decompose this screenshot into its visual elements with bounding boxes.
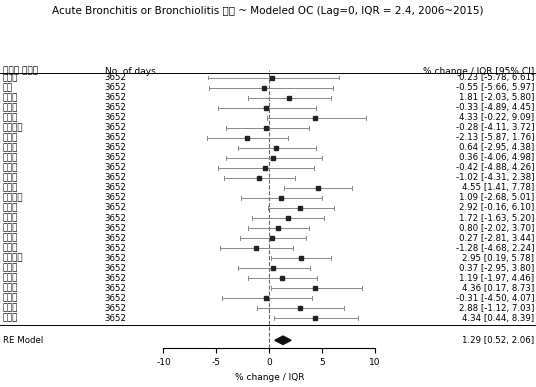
- Text: -1.28 [-4.68, 2.24]: -1.28 [-4.68, 2.24]: [456, 243, 534, 253]
- Text: 2.88 [-1.12, 7.03]: 2.88 [-1.12, 7.03]: [459, 304, 534, 313]
- Text: 1.29 [0.52, 2.06]: 1.29 [0.52, 2.06]: [462, 336, 534, 345]
- Text: 3652: 3652: [105, 204, 126, 212]
- Text: 4.33 [-0.22, 9.09]: 4.33 [-0.22, 9.09]: [459, 113, 534, 122]
- Text: 3652: 3652: [105, 173, 126, 182]
- Text: 3652: 3652: [105, 163, 126, 172]
- Text: 4.36 [0.17, 8.73]: 4.36 [0.17, 8.73]: [462, 284, 534, 293]
- Text: 4.55 [1.41, 7.78]: 4.55 [1.41, 7.78]: [462, 183, 534, 192]
- Text: -0.55 [-5.66, 5.97]: -0.55 [-5.66, 5.97]: [456, 83, 534, 92]
- Polygon shape: [275, 336, 291, 344]
- Text: 노원구: 노원구: [3, 173, 18, 182]
- Text: -0.42 [-4.88, 4.26]: -0.42 [-4.88, 4.26]: [456, 163, 534, 172]
- Text: 1.09 [-2.68, 5.01]: 1.09 [-2.68, 5.01]: [459, 194, 534, 202]
- Text: 0.23 [-5.78, 6.61]: 0.23 [-5.78, 6.61]: [459, 73, 534, 82]
- Text: 동작구: 동작구: [3, 264, 18, 272]
- Text: 3652: 3652: [105, 183, 126, 192]
- Text: 3652: 3652: [105, 93, 126, 102]
- Text: -1.02 [-4.31, 2.38]: -1.02 [-4.31, 2.38]: [456, 173, 534, 182]
- Text: -0.33 [-4.89, 4.45]: -0.33 [-4.89, 4.45]: [456, 103, 534, 112]
- Text: 3652: 3652: [105, 143, 126, 152]
- Text: 0.64 [-2.95, 4.38]: 0.64 [-2.95, 4.38]: [459, 143, 534, 152]
- Text: 은평구: 은평구: [3, 183, 18, 192]
- Text: 성북구: 성북구: [3, 143, 18, 152]
- Text: 3652: 3652: [105, 214, 126, 223]
- Text: 관악구: 관악구: [3, 274, 18, 283]
- Text: 2.95 [0.19, 5.78]: 2.95 [0.19, 5.78]: [463, 253, 534, 263]
- Text: RE Model: RE Model: [3, 336, 43, 345]
- Text: 동대문구: 동대문구: [3, 123, 23, 132]
- Text: 3652: 3652: [105, 194, 126, 202]
- Text: 서대문구: 서대문구: [3, 194, 23, 202]
- Text: 영등포구: 영등포구: [3, 253, 23, 263]
- Text: 광진구: 광진구: [3, 113, 18, 122]
- Text: 2.92 [-0.16, 6.10]: 2.92 [-0.16, 6.10]: [459, 204, 534, 212]
- Text: 송파구: 송파구: [3, 304, 18, 313]
- Text: -0.31 [-4.50, 4.07]: -0.31 [-4.50, 4.07]: [456, 294, 534, 303]
- Text: 3652: 3652: [105, 224, 126, 233]
- Text: 3652: 3652: [105, 133, 126, 142]
- Text: 1.19 [-1.97, 4.46]: 1.19 [-1.97, 4.46]: [459, 274, 534, 283]
- Text: 1.72 [-1.63, 5.20]: 1.72 [-1.63, 5.20]: [459, 214, 534, 223]
- Text: 0.36 [-4.06, 4.98]: 0.36 [-4.06, 4.98]: [459, 153, 534, 163]
- Text: 구로구: 구로구: [3, 233, 18, 243]
- Text: 마포구: 마포구: [3, 204, 18, 212]
- Text: 도봉구: 도봉구: [3, 163, 18, 172]
- Text: 종로구: 종로구: [3, 73, 18, 82]
- Text: % change / IQR [95% CI]: % change / IQR [95% CI]: [423, 67, 534, 76]
- Text: 성동구: 성동구: [3, 103, 18, 112]
- Text: 3652: 3652: [105, 264, 126, 272]
- Text: 강남구: 강남구: [3, 294, 18, 303]
- Text: Acute Bronchitis or Bronchiolitis 입원 ~ Modeled OC (Lag=0, IQR = 2.4, 2006~2015): Acute Bronchitis or Bronchiolitis 입원 ~ M…: [52, 6, 484, 16]
- Text: 3652: 3652: [105, 113, 126, 122]
- Text: 강북구: 강북구: [3, 153, 18, 163]
- Text: 0.27 [-2.81, 3.44]: 0.27 [-2.81, 3.44]: [459, 233, 534, 243]
- Text: 서울시 시군구: 서울시 시군구: [3, 67, 38, 76]
- Text: 강서구: 강서구: [3, 224, 18, 233]
- Text: 3652: 3652: [105, 103, 126, 112]
- Text: 3652: 3652: [105, 233, 126, 243]
- Text: 양천구: 양천구: [3, 214, 18, 223]
- Text: 강동구: 강동구: [3, 314, 18, 323]
- Text: 금천구: 금천구: [3, 243, 18, 253]
- Text: 3652: 3652: [105, 294, 126, 303]
- Text: 3652: 3652: [105, 153, 126, 163]
- Text: 0.80 [-2.02, 3.70]: 0.80 [-2.02, 3.70]: [459, 224, 534, 233]
- Text: 0.37 [-2.95, 3.80]: 0.37 [-2.95, 3.80]: [459, 264, 534, 272]
- Text: 3652: 3652: [105, 304, 126, 313]
- Text: 3652: 3652: [105, 123, 126, 132]
- Text: 용산구: 용산구: [3, 93, 18, 102]
- Text: 3652: 3652: [105, 243, 126, 253]
- Text: 서초구: 서초구: [3, 284, 18, 293]
- Text: 3652: 3652: [105, 284, 126, 293]
- Text: 중구: 중구: [3, 83, 13, 92]
- Text: 4.34 [0.44, 8.39]: 4.34 [0.44, 8.39]: [462, 314, 534, 323]
- Text: No. of days: No. of days: [105, 67, 155, 76]
- Text: 3652: 3652: [105, 73, 126, 82]
- Text: 3652: 3652: [105, 274, 126, 283]
- Text: 3652: 3652: [105, 314, 126, 323]
- Text: 3652: 3652: [105, 253, 126, 263]
- X-axis label: % change / IQR: % change / IQR: [235, 373, 304, 382]
- Text: -0.28 [-4.11, 3.72]: -0.28 [-4.11, 3.72]: [456, 123, 534, 132]
- Text: 3652: 3652: [105, 83, 126, 92]
- Text: 중랑구: 중랑구: [3, 133, 18, 142]
- Text: -2.13 [-5.87, 1.76]: -2.13 [-5.87, 1.76]: [456, 133, 534, 142]
- Text: 1.81 [-2.03, 5.80]: 1.81 [-2.03, 5.80]: [459, 93, 534, 102]
